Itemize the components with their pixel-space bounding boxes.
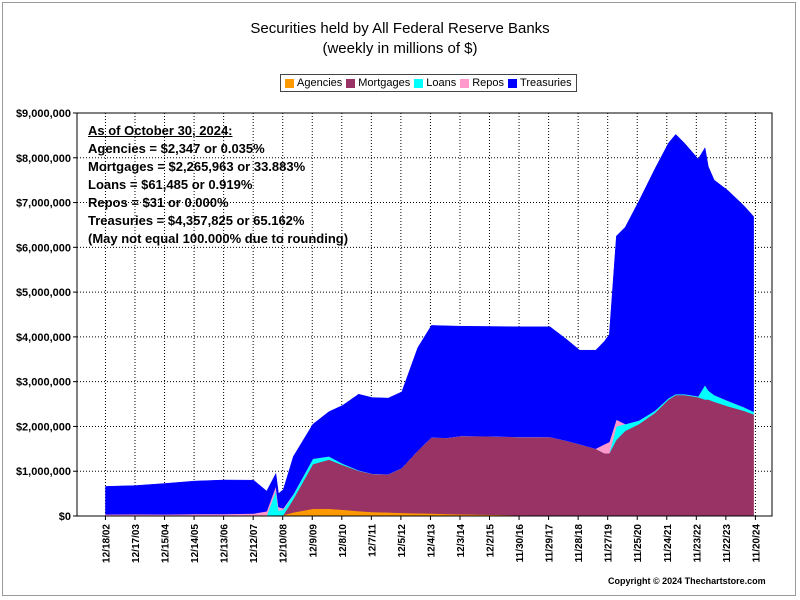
legend-swatch-mortgages [346,78,356,88]
annotation-line-treasuries: Treasuries = $4,357,825 or 65.162% [88,213,305,228]
x-tick-label: 11/22/23 [722,524,733,563]
x-tick-label: 11/25/20 [633,524,644,563]
legend-label-agencies: Agencies [297,77,343,89]
x-tick-label: 12/17/03 [131,524,142,563]
x-tick-label: 12/12/07 [249,524,260,563]
chart-annotation: As of October 30, 2024: Agencies = $2,34… [88,122,348,248]
x-tick-label: 11/29/17 [545,524,556,563]
y-tick-label: $6,000,000 [16,242,71,254]
x-tick-label: 12/13/06 [220,524,231,563]
y-tick-label: $3,000,000 [16,377,71,389]
y-tick-label: $0 [59,511,71,523]
x-tick-label: 11/20/24 [751,524,762,563]
x-tick-label: 11/28/18 [574,524,585,563]
legend-swatch-agencies [285,78,294,88]
legend-item-agencies: Agencies [285,77,342,89]
x-tick-label: 12/5/12 [397,524,408,558]
x-tick-label: 12/15/04 [161,524,172,563]
chart-subtitle: (weekly in millions of $) [322,40,478,57]
legend-swatch-repos [460,78,470,88]
chart-title: Securities held by All Federal Reserve B… [250,20,550,37]
legend-label-loans: Loans [426,77,457,89]
y-tick-label: $4,000,000 [16,332,71,344]
x-tick-label: 11/27/19 [604,524,615,563]
legend-swatch-loans [414,78,424,88]
x-tick-label: 12/3/14 [456,524,467,558]
x-tick-label: 12/7/11 [367,524,378,557]
legend-item-repos: Repos [460,77,504,89]
y-tick-label: $2,000,000 [16,421,71,433]
y-tick-label: $8,000,000 [16,153,71,165]
y-tick-label: $9,000,000 [16,108,71,120]
annotation-line-repos: Repos = $31 or 0.000% [88,195,229,210]
x-tick-label: 12/2/15 [486,524,497,558]
x-tick-label: 11/30/16 [515,524,526,563]
x-tick-label: 11/23/22 [692,524,703,563]
x-tick-label: 12/9/09 [308,524,319,558]
copyright-notice: Copyright © 2024 Thechartstore.com [608,576,766,586]
annotation-line-agencies: Agencies = $2,347 or 0.035% [88,141,265,156]
chart-legend: Agencies Mortgages Loans Repos Treasurie… [280,74,577,92]
x-tick-label: 12/8/10 [338,524,349,558]
legend-swatch-treasuries [508,78,518,88]
annotation-heading: As of October 30, 2024: [88,123,233,138]
legend-label-repos: Repos [472,77,505,89]
x-tick-label: 12/10/08 [279,524,290,563]
area-treasuries [105,134,754,515]
annotation-line-mortgages: Mortgages = $2,265,963 or 33.883% [88,159,306,174]
legend-label-treasuries: Treasuries [520,77,572,89]
y-tick-label: $5,000,000 [16,287,71,299]
y-tick-label: $1,000,000 [16,466,71,478]
x-tick-label: 12/4/13 [426,524,437,558]
legend-label-mortgages: Mortgages [358,77,411,89]
x-tick-label: 12/14/05 [190,524,201,563]
annotation-line-loans: Loans = $61,485 or 0.919% [88,177,253,192]
legend-item-treasuries: Treasuries [508,77,572,89]
y-tick-label: $7,000,000 [16,198,71,210]
legend-item-loans: Loans [414,77,456,89]
x-tick-label: 12/18/02 [101,524,112,563]
annotation-line-rounding-note: (May not equal 100.000% due to rounding) [88,231,349,246]
legend-item-mortgages: Mortgages [346,77,410,89]
x-tick-label: 11/24/21 [663,524,674,563]
plot-border [76,112,773,517]
